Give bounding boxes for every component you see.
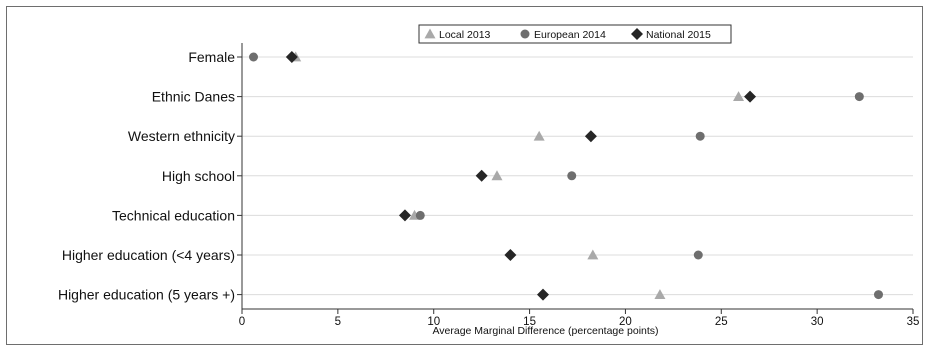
category-label-higher-education-4-years: Higher education (<4 years)	[62, 247, 235, 263]
legend-marker-european-2014	[520, 29, 530, 39]
legend-marker-national-2015	[631, 28, 643, 40]
category-label-technical-education: Technical education	[112, 207, 235, 223]
point-local-2013-higher-education-5-years	[654, 289, 666, 299]
point-national-2015-higher-education-4-years	[504, 249, 517, 261]
point-european-2014-western-ethnicity	[695, 131, 705, 141]
x-tick-label-30: 30	[811, 316, 824, 328]
legend-label-local-2013: Local 2013	[439, 29, 491, 41]
x-tick-label-15: 15	[523, 316, 536, 328]
legend-label-national-2015: National 2015	[646, 29, 711, 41]
point-european-2014-higher-education-4-years	[693, 250, 703, 260]
point-local-2013-higher-education-4-years	[587, 249, 599, 260]
x-tick-label-25: 25	[715, 316, 728, 328]
category-label-female: Female	[188, 49, 235, 65]
chart-frame	[6, 6, 923, 345]
point-national-2015-technical-education	[398, 209, 411, 222]
legend-box	[418, 24, 732, 44]
point-national-2015-western-ethnicity	[584, 130, 597, 143]
point-european-2014-high-school	[567, 171, 577, 181]
x-tick-label-35: 35	[907, 316, 920, 328]
legend-marker-local-2013	[424, 28, 436, 39]
point-european-2014-female	[249, 52, 259, 62]
data-marks	[249, 51, 883, 301]
point-european-2014-higher-education-5-years	[873, 290, 883, 300]
x-tick-label-20: 20	[619, 316, 632, 328]
point-local-2013-western-ethnicity	[533, 130, 545, 141]
category-label-high-school: High school	[162, 168, 235, 184]
point-national-2015-female	[285, 51, 298, 63]
category-label-western-ethnicity: Western ethnicity	[128, 128, 235, 144]
category-label-ethnic-danes: Ethnic Danes	[152, 89, 235, 105]
point-national-2015-higher-education-5-years	[536, 288, 549, 301]
category-label-higher-education-5-years: Higher education (5 years +)	[58, 287, 235, 303]
axes: Female Ethnic Danes Western ethnicity High …	[58, 43, 919, 328]
x-tick-label-5: 5	[335, 316, 341, 328]
x-tick-label-10: 10	[427, 316, 440, 328]
gridlines	[242, 56, 913, 296]
point-european-2014-ethnic-danes	[854, 92, 864, 102]
x-tick-label-0: 0	[239, 316, 245, 328]
point-local-2013-ethnic-danes	[733, 91, 745, 101]
point-european-2014-technical-education	[415, 210, 425, 220]
point-local-2013-high-school	[491, 170, 503, 181]
point-national-2015-ethnic-danes	[744, 90, 757, 103]
point-national-2015-high-school	[475, 169, 488, 182]
legend-label-european-2014: European 2014	[534, 29, 606, 41]
x-axis-title: Average Marginal Difference (percentage …	[432, 325, 658, 337]
legend: Local 2013 European 2014 National 2015	[418, 24, 732, 44]
